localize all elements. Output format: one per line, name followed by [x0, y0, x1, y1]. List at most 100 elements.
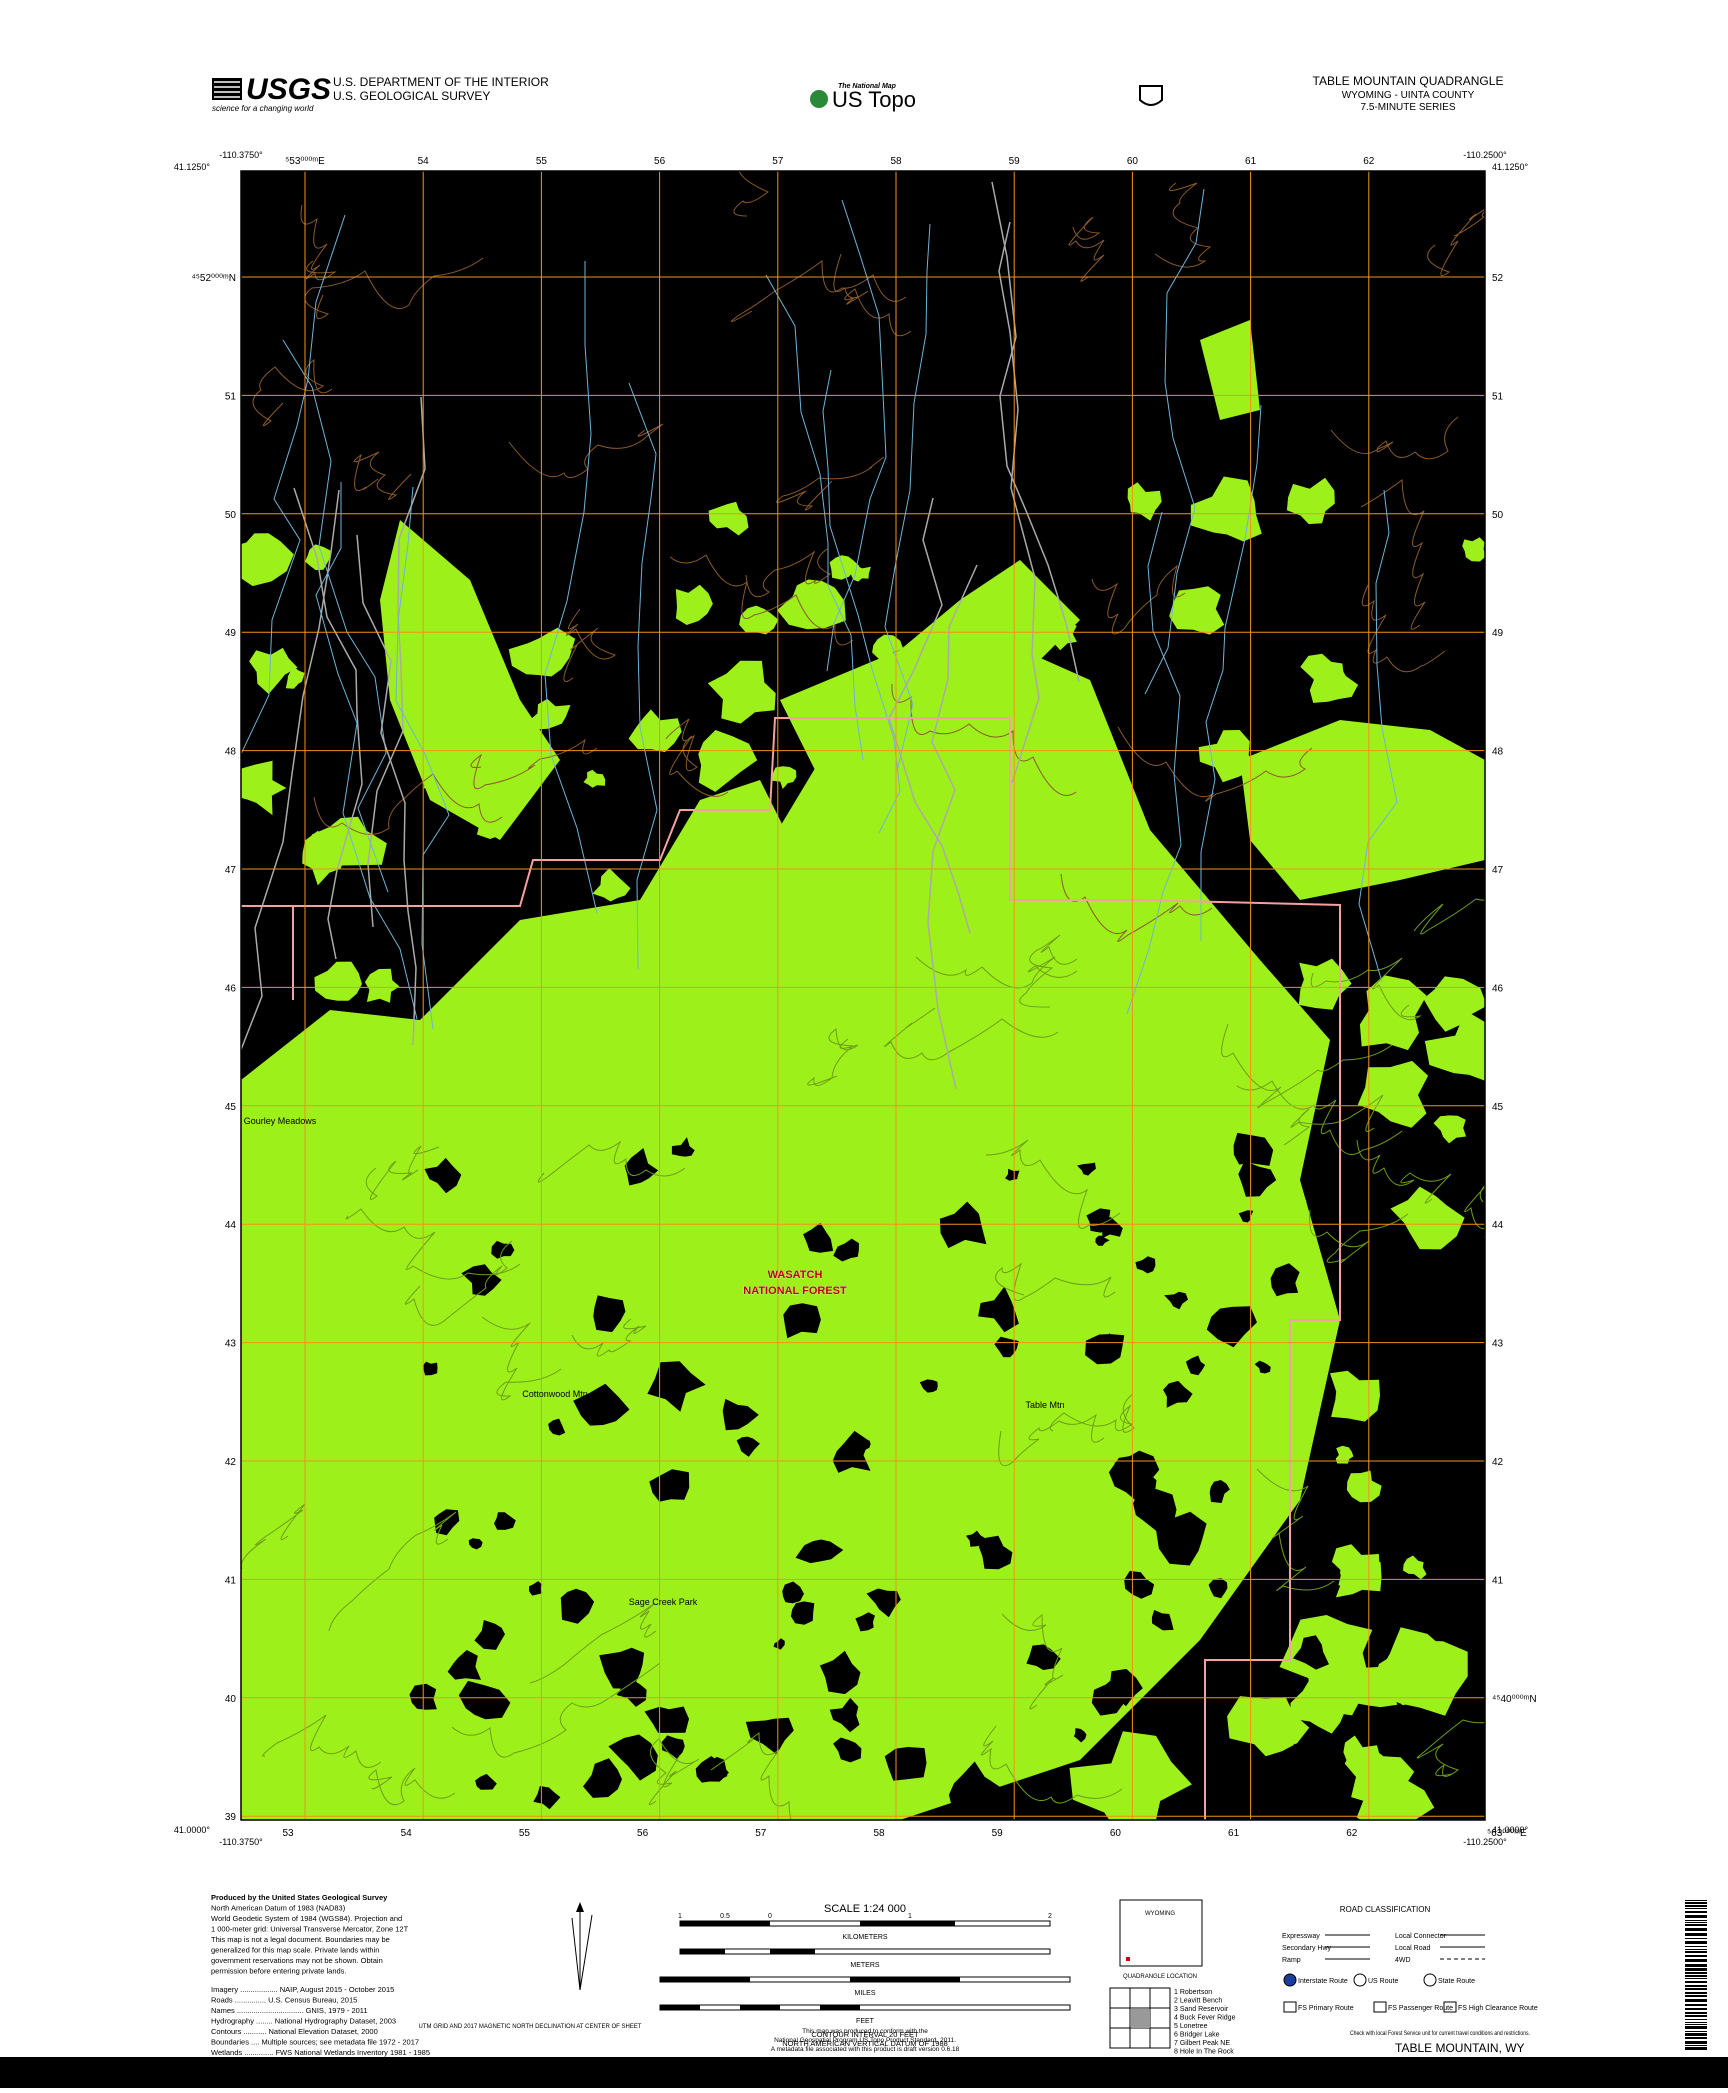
- barcode-bar: [1685, 1981, 1707, 1983]
- vegetation: [1088, 903, 1159, 959]
- vegetation: [311, 816, 387, 866]
- vegetation: [844, 1244, 918, 1317]
- contour: [648, 1738, 700, 1806]
- clearing: [1292, 1635, 1329, 1670]
- vegetation: [314, 961, 362, 1001]
- vegetation: [781, 1416, 832, 1481]
- clearing: [939, 1201, 987, 1249]
- barcode-bar: [1685, 1915, 1707, 1918]
- clearing: [1085, 1334, 1125, 1365]
- contour: [807, 1028, 859, 1086]
- clearing: [1124, 1570, 1155, 1599]
- barcode-bar: [1685, 2004, 1707, 2006]
- scale-title: SCALE 1:24 000: [824, 1903, 906, 1915]
- easting-label: 60: [1127, 156, 1139, 167]
- clearing: [858, 1437, 871, 1450]
- barcode-bar: [1685, 1992, 1707, 1994]
- vegetation: [960, 1205, 1041, 1278]
- barcode-bar: [1685, 1985, 1707, 1987]
- stream: [884, 223, 931, 772]
- vegetation: [1362, 1627, 1458, 1706]
- road-class: Secondary Hwy: [1282, 1945, 1332, 1952]
- clearing: [593, 1295, 626, 1333]
- vegetation: [423, 751, 501, 810]
- clearing: [1278, 1755, 1302, 1780]
- northing-label: 40: [225, 1694, 237, 1705]
- vegetation: [780, 560, 1080, 780]
- clearing: [475, 1773, 497, 1790]
- contour: [1117, 726, 1313, 802]
- clearing: [722, 1398, 759, 1431]
- credit-line: Contours ........... National Elevation …: [211, 2027, 378, 2036]
- vegetation: [420, 1318, 451, 1349]
- contour: [665, 718, 729, 797]
- corner-coordinate: -110.2500°: [1463, 1837, 1507, 1847]
- forest-note: Check with local Forest Service unit for…: [1350, 2030, 1530, 2037]
- contour: [1256, 1468, 1335, 1591]
- contour: [1361, 584, 1446, 673]
- contour: [481, 1316, 562, 1401]
- barcode-bar: [1685, 2008, 1707, 2010]
- clearing: [1153, 1701, 1176, 1725]
- contour: [1360, 479, 1426, 630]
- vegetation: [572, 1357, 613, 1385]
- barcode-bar: [1685, 1941, 1707, 1944]
- vegetation: [1284, 1125, 1310, 1152]
- contour: [537, 1140, 686, 1183]
- credit-line: permission before entering private lands…: [211, 1967, 347, 1976]
- road: [998, 221, 1040, 784]
- stream: [1358, 489, 1398, 983]
- vegetation: [1045, 1050, 1076, 1077]
- vegetation: [887, 1529, 938, 1577]
- clearing: [1005, 1168, 1020, 1181]
- scale-bars: [659, 1920, 1071, 2011]
- clearing: [474, 1620, 505, 1650]
- clearing: [468, 1538, 483, 1550]
- vegetation: [1327, 866, 1355, 884]
- vegetation: [852, 1678, 946, 1743]
- vegetation: [358, 1353, 461, 1457]
- clearing: [458, 1680, 511, 1720]
- northing-label: 50: [225, 510, 237, 521]
- vegetation: [592, 868, 631, 902]
- clearing: [671, 1137, 695, 1157]
- credit-line: Produced by the United States Geological…: [211, 1893, 388, 1902]
- vegetation: [451, 1508, 541, 1583]
- corner-coordinate: -110.3750°: [219, 150, 263, 160]
- credit-line: This map is not a legal document. Bounda…: [211, 1935, 390, 1944]
- place-name: Gourley Meadows: [244, 1116, 317, 1126]
- northing-label: 47: [225, 865, 237, 876]
- clearing: [884, 1747, 927, 1781]
- barcode-bar: [1685, 2045, 1707, 2046]
- credit-line: Imagery .................. NAIP, August …: [211, 1985, 394, 1994]
- barcode-bar: [1685, 1972, 1707, 1974]
- contour: [985, 1139, 1121, 1229]
- vegetation: [941, 1719, 987, 1767]
- north-arrow: [571, 1902, 593, 1991]
- barcode-bar: [1685, 1988, 1707, 1990]
- clearing: [1189, 1758, 1223, 1791]
- vegetation: [1423, 976, 1485, 1032]
- barcode-bar: [1685, 2047, 1707, 2050]
- vegetation: [883, 1415, 911, 1438]
- easting-label: 55: [536, 156, 548, 167]
- contour: [563, 608, 617, 683]
- vegetation: [698, 730, 758, 792]
- adjoining-quad: 1 Robertson: [1174, 1989, 1212, 1996]
- contour: [262, 1714, 382, 1768]
- clearing: [1238, 1161, 1277, 1197]
- easting-label: 56: [637, 1828, 649, 1839]
- vegetation: [913, 893, 948, 922]
- declination-note: UTM GRID AND 2017 MAGNETIC NORTH DECLINA…: [419, 2024, 642, 2030]
- vegetation: [538, 1277, 608, 1337]
- clearing: [833, 1238, 859, 1262]
- clearing: [965, 1530, 986, 1547]
- vegetation: [675, 1183, 759, 1259]
- vegetation: [668, 939, 702, 964]
- vegetation: [1190, 476, 1262, 542]
- barcode-bar: [1685, 1908, 1707, 1909]
- clearing: [790, 1601, 815, 1625]
- credit-line: government reservations may not be shown…: [211, 1956, 383, 1965]
- barcode-bar: [1685, 1995, 1707, 1997]
- corner-coordinate: -110.2500°: [1463, 150, 1507, 160]
